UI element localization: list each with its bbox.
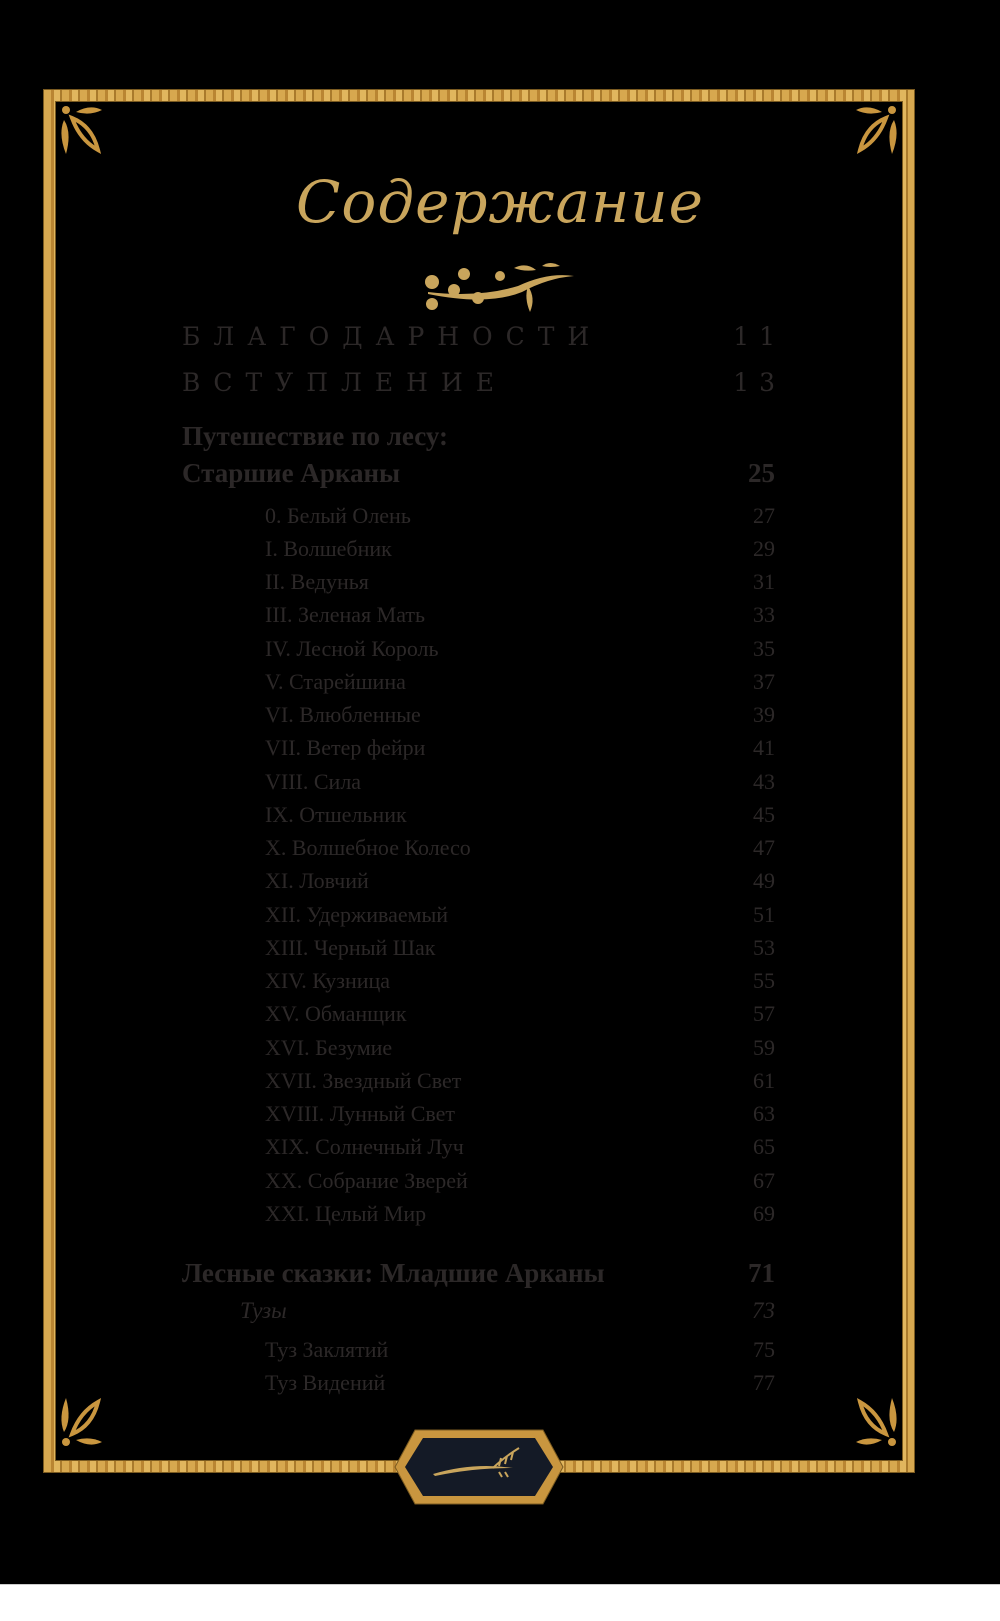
toc-entry-page-number: 13: [733, 368, 785, 397]
toc-entry[interactable]: XI. Ловчий 49: [182, 868, 775, 894]
toc-entry-page-number: 45: [753, 802, 775, 827]
toc-entry-page-number: 35: [753, 636, 775, 661]
toc-entry[interactable]: II. Ведунья 31: [182, 569, 775, 595]
toc-entry[interactable]: XV. Обманщик 57: [182, 1001, 775, 1027]
leaf-corner-ornament-icon: [856, 106, 897, 154]
toc-entry-title: X. Волшебное Колесо: [265, 835, 471, 860]
toc-entry[interactable]: XVIII. Лунный Свет 63: [182, 1101, 775, 1127]
toc-entry-title: VII. Ветер фейри: [265, 735, 426, 760]
toc-entry[interactable]: III. Зеленая Мать 33: [182, 602, 775, 628]
toc-entry-title: XVII. Звездный Свет: [265, 1068, 462, 1093]
toc-entry-title: II. Ведунья: [265, 569, 369, 594]
toc-entry-page-number: 33: [753, 602, 775, 627]
toc-entry-page-number: 73: [752, 1298, 775, 1323]
toc-entry-page-number: 63: [753, 1101, 775, 1126]
toc-entry-page-number: 25: [748, 458, 775, 488]
toc-entry-page-number: 69: [753, 1201, 775, 1226]
toc-entry-page-number: 53: [753, 935, 775, 960]
toc-entry-title: Тузы: [240, 1298, 287, 1323]
toc-entry-title: XX. Собрание Зверей: [265, 1168, 468, 1193]
toc-entry-page-number: 39: [753, 702, 775, 727]
toc-entry-title: XI. Ловчий: [265, 868, 369, 893]
toc-entry-page-number: 31: [753, 569, 775, 594]
floral-branch-ornament-icon: [425, 263, 574, 312]
toc-entry[interactable]: V. Старейшина 37: [182, 669, 775, 695]
toc-entry-title: Лесные сказки: Младшие Арканы: [182, 1258, 605, 1288]
toc-entry-page-number: 59: [753, 1035, 775, 1060]
toc-entry-page-number: 55: [753, 968, 775, 993]
page-bottom-margin: [0, 1584, 1000, 1621]
toc-entry-title: XV. Обманщик: [265, 1001, 407, 1026]
toc-entry-page-number: 77: [753, 1370, 775, 1395]
bottom-medallion-ornament-icon: [394, 1429, 564, 1505]
toc-entry-title: 0. Белый Олень: [265, 503, 411, 528]
toc-entry-page-number: 75: [753, 1337, 775, 1362]
toc-entry-page-number: 61: [753, 1068, 775, 1093]
page-title: Содержание: [296, 168, 704, 236]
toc-entry[interactable]: XVI. Безумие 59: [182, 1035, 775, 1061]
toc-entry-title: XXI. Целый Мир: [265, 1201, 427, 1226]
toc-entry-page-number: 43: [753, 769, 775, 794]
toc-entry-title: XIII. Черный Шак: [265, 935, 436, 960]
toc-entry-title: XVIII. Лунный Свет: [265, 1101, 456, 1126]
toc-entry-title: VIII. Сила: [265, 769, 362, 794]
toc-entry-title: III. Зеленая Мать: [265, 602, 426, 627]
toc-entry[interactable]: IV. Лесной Король 35: [182, 636, 775, 662]
toc-entry[interactable]: Тузы 73: [182, 1298, 775, 1324]
toc-entry-title: I. Волшебник: [265, 536, 392, 561]
toc-entry[interactable]: XXI. Целый Мир 69: [182, 1201, 775, 1227]
toc-entry-title: Туз Заклятий: [265, 1337, 389, 1362]
toc-entry[interactable]: Туз Заклятий 75: [182, 1337, 775, 1363]
toc-entry[interactable]: XII. Удерживаемый 51: [182, 902, 775, 928]
toc-entry[interactable]: ВСТУПЛЕНИЕ 13: [182, 368, 775, 397]
toc-entry-title: ВСТУПЛЕНИЕ: [182, 368, 508, 397]
toc-entry-page-number: 37: [753, 669, 775, 694]
toc-entry-page-number: 47: [753, 835, 775, 860]
toc-entry[interactable]: X. Волшебное Колесо 47: [182, 835, 775, 861]
toc-entry-page-number: 67: [753, 1168, 775, 1193]
toc-entry[interactable]: 0. Белый Олень 27: [182, 503, 775, 529]
toc-entry-page-number: 51: [753, 902, 775, 927]
toc-entry-page-number: 29: [753, 536, 775, 561]
toc-entry-title: Путешествие по лесу:: [182, 421, 449, 451]
leaf-corner-ornament-icon: [61, 1398, 102, 1446]
toc-entry-page-number: 57: [753, 1001, 775, 1026]
toc-entry-title: IX. Отшельник: [265, 802, 407, 827]
toc-entry[interactable]: XX. Собрание Зверей 67: [182, 1168, 775, 1194]
toc-entry[interactable]: Лесные сказки: Младшие Арканы 71: [182, 1258, 775, 1289]
toc-entry-page-number: 11: [733, 322, 785, 351]
toc-entry-title: XIV. Кузница: [265, 968, 391, 993]
toc-entry-page-number: 49: [753, 868, 775, 893]
toc-entry-page-number: 27: [753, 503, 775, 528]
toc-entry[interactable]: VI. Влюбленные 39: [182, 702, 775, 728]
toc-entry-page-number: 65: [753, 1134, 775, 1159]
toc-entry[interactable]: IX. Отшельник 45: [182, 802, 775, 828]
gold-frame: [44, 90, 914, 1472]
toc-entry-title: БЛАГОДАРНОСТИ: [182, 322, 603, 351]
toc-entry-title: XIX. Солнечный Луч: [265, 1134, 464, 1159]
toc-entry-page-number: 71: [748, 1258, 775, 1288]
leaf-corner-ornament-icon: [61, 106, 102, 154]
leaf-corner-ornament-icon: [856, 1398, 897, 1446]
toc-entry[interactable]: I. Волшебник 29: [182, 536, 775, 562]
toc-entry[interactable]: XVII. Звездный Свет 61: [182, 1068, 775, 1094]
toc-entry-page-number: 41: [753, 735, 775, 760]
toc-entry[interactable]: VIII. Сила 43: [182, 769, 775, 795]
toc-entry[interactable]: XIV. Кузница 55: [182, 968, 775, 994]
toc-entry-title: VI. Влюбленные: [265, 702, 421, 727]
toc-entry[interactable]: Туз Видений 77: [182, 1370, 775, 1396]
toc-entry[interactable]: БЛАГОДАРНОСТИ 11: [182, 322, 775, 351]
toc-entry-title: XII. Удерживаемый: [265, 902, 449, 927]
toc-entry-title: Старшие Арканы: [182, 458, 401, 488]
toc-entry[interactable]: XIII. Черный Шак 53: [182, 935, 775, 961]
toc-entry-title: V. Старейшина: [265, 669, 406, 694]
toc-entry-title: Туз Видений: [265, 1370, 386, 1395]
toc-entry[interactable]: Старшие Арканы 25: [182, 458, 775, 489]
toc-entry[interactable]: VII. Ветер фейри 41: [182, 735, 775, 761]
toc-entry[interactable]: Путешествие по лесу:: [182, 421, 775, 452]
toc-entry-title: IV. Лесной Король: [265, 636, 439, 661]
toc-entry-title: XVI. Безумие: [265, 1035, 393, 1060]
toc-entry[interactable]: XIX. Солнечный Луч 65: [182, 1134, 775, 1160]
